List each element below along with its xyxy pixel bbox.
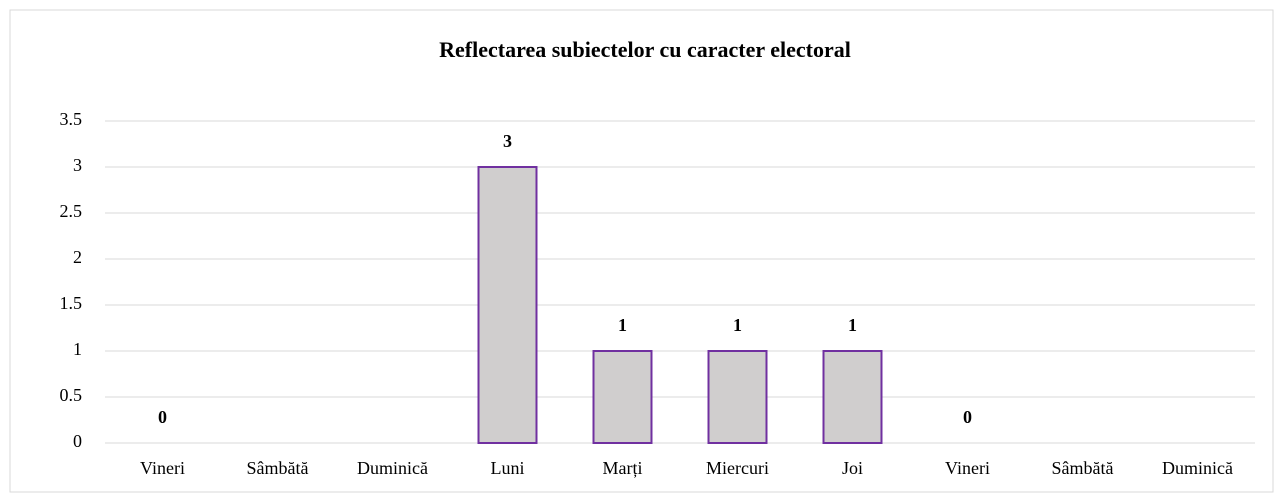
y-tick-label: 0 — [73, 431, 82, 451]
y-tick-label: 1.5 — [60, 293, 83, 313]
x-tick-label: Sâmbătă — [1052, 458, 1114, 478]
chart-title: Reflectarea subiectelor cu caracter elec… — [439, 37, 851, 62]
y-tick-label: 3 — [73, 155, 82, 175]
data-label: 1 — [618, 315, 627, 335]
data-label: 3 — [503, 131, 512, 151]
x-tick-label: Duminică — [357, 458, 428, 478]
bar — [822, 350, 883, 444]
y-tick-label: 3.5 — [60, 109, 83, 129]
bar — [477, 166, 538, 444]
data-label: 1 — [733, 315, 742, 335]
data-label: 1 — [848, 315, 857, 335]
x-tick-label: Vineri — [945, 458, 990, 478]
data-label: 0 — [963, 407, 972, 427]
y-tick-label: 2 — [73, 247, 82, 267]
bar — [707, 350, 768, 444]
bar — [592, 350, 653, 444]
y-tick-label: 2.5 — [60, 201, 83, 221]
x-tick-label: Vineri — [140, 458, 185, 478]
x-tick-label: Duminică — [1162, 458, 1233, 478]
y-tick-label: 0.5 — [60, 385, 83, 405]
x-tick-label: Marți — [603, 458, 643, 478]
x-tick-label: Joi — [842, 458, 863, 478]
y-tick-label: 1 — [73, 339, 82, 359]
x-tick-label: Sâmbătă — [247, 458, 309, 478]
data-label: 0 — [158, 407, 167, 427]
x-tick-label: Miercuri — [706, 458, 769, 478]
x-tick-label: Luni — [491, 458, 525, 478]
